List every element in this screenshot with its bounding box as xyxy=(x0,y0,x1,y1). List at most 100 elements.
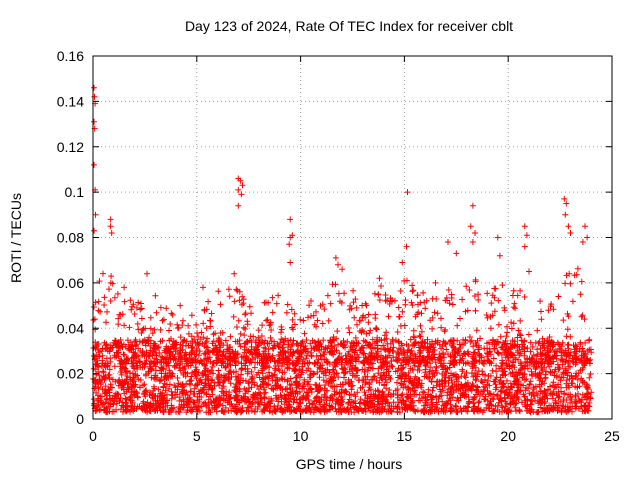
data-point xyxy=(403,391,410,398)
data-point xyxy=(461,405,467,412)
data-point xyxy=(138,330,145,336)
data-point xyxy=(359,344,366,351)
data-point xyxy=(491,308,498,315)
data-point xyxy=(287,337,294,343)
data-point xyxy=(252,396,258,403)
data-point xyxy=(529,355,536,362)
data-point xyxy=(128,388,135,395)
data-point xyxy=(293,384,300,391)
data-point xyxy=(384,363,391,370)
data-point xyxy=(403,341,410,348)
data-point xyxy=(326,349,333,356)
y-tick-label: 0.16 xyxy=(57,48,84,64)
data-point xyxy=(362,314,369,321)
data-point xyxy=(372,325,379,332)
data-point xyxy=(135,299,142,306)
data-point xyxy=(203,365,209,372)
data-point xyxy=(121,298,128,305)
data-point xyxy=(97,308,104,315)
data-point xyxy=(565,382,572,389)
data-point xyxy=(547,340,553,347)
data-point xyxy=(567,399,574,406)
data-point xyxy=(504,329,511,336)
data-point xyxy=(499,371,506,378)
data-point xyxy=(529,343,536,350)
data-point xyxy=(359,377,366,384)
outlier-point xyxy=(91,93,98,100)
data-point xyxy=(512,404,519,411)
data-point xyxy=(395,304,402,311)
data-point xyxy=(110,408,117,415)
data-point xyxy=(160,407,167,414)
data-point xyxy=(531,393,538,400)
data-point xyxy=(246,385,253,392)
data-point xyxy=(407,336,414,343)
data-point xyxy=(502,398,509,405)
data-point xyxy=(276,367,283,374)
data-point xyxy=(183,389,190,396)
data-point xyxy=(475,344,482,351)
data-point xyxy=(479,379,486,386)
data-point xyxy=(569,298,576,305)
data-point xyxy=(504,377,510,384)
outlier-point xyxy=(562,211,569,218)
outlier-point xyxy=(107,223,114,230)
data-point xyxy=(555,388,562,395)
data-point xyxy=(582,339,589,346)
data-point xyxy=(303,337,310,343)
data-point xyxy=(527,348,534,355)
data-point xyxy=(579,366,586,373)
data-point xyxy=(518,360,524,367)
data-point xyxy=(277,339,284,346)
data-point xyxy=(335,374,342,381)
data-point xyxy=(436,341,443,348)
data-point xyxy=(445,351,451,358)
data-point xyxy=(402,301,409,308)
data-point xyxy=(278,375,285,382)
data-point xyxy=(163,375,170,381)
data-point xyxy=(193,321,200,328)
data-point xyxy=(205,396,212,403)
data-point xyxy=(557,357,564,364)
data-point xyxy=(337,394,344,401)
data-point xyxy=(249,375,256,382)
data-point xyxy=(180,317,186,324)
data-point xyxy=(163,305,170,312)
outlier-point xyxy=(521,243,528,250)
data-point xyxy=(347,360,354,367)
data-point xyxy=(328,392,335,399)
data-point xyxy=(233,351,239,358)
outlier-point xyxy=(521,223,528,230)
data-point xyxy=(410,287,417,294)
data-point xyxy=(501,304,508,311)
outlier-point xyxy=(432,279,439,286)
data-point xyxy=(158,377,164,384)
data-point xyxy=(550,379,557,386)
data-point xyxy=(508,345,514,351)
data-point xyxy=(224,348,231,355)
data-point xyxy=(500,380,507,387)
data-point xyxy=(115,315,122,322)
data-point xyxy=(417,322,424,329)
data-point xyxy=(261,299,268,306)
data-point xyxy=(494,407,501,413)
data-point xyxy=(128,306,135,313)
x-tick-label: 0 xyxy=(89,428,97,444)
data-point xyxy=(146,334,153,341)
data-point xyxy=(263,317,270,324)
data-point xyxy=(545,307,552,314)
data-point xyxy=(579,378,586,385)
data-point xyxy=(398,392,405,399)
data-point xyxy=(230,369,237,376)
data-point xyxy=(416,380,422,387)
data-point xyxy=(209,363,216,370)
data-point xyxy=(258,367,265,374)
data-point xyxy=(95,298,102,305)
data-point xyxy=(443,294,450,301)
data-point xyxy=(454,395,461,402)
data-point xyxy=(382,376,389,383)
data-point xyxy=(119,359,126,366)
data-point xyxy=(293,368,299,374)
data-point xyxy=(388,358,395,364)
data-point xyxy=(288,407,295,414)
